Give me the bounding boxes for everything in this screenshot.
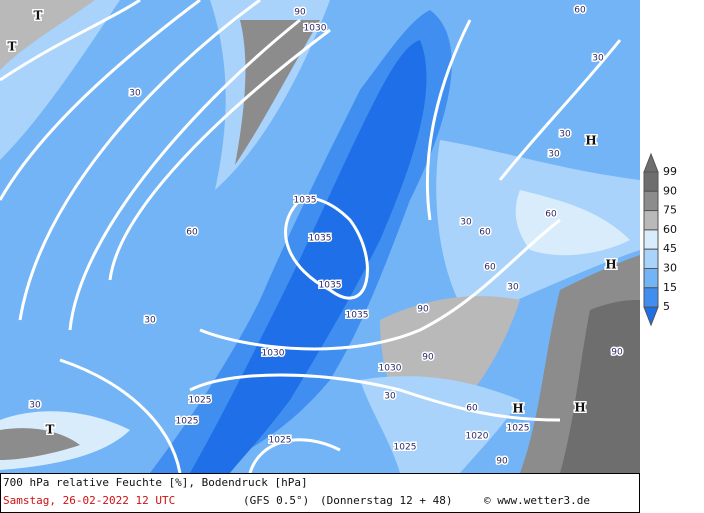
- legend-label: 90: [663, 184, 677, 197]
- contour-label: 1030: [304, 24, 327, 34]
- contour-label: 30: [507, 283, 519, 293]
- contour-label: 30: [384, 392, 396, 402]
- legend-label: 60: [663, 223, 677, 236]
- contour-label: 1025: [176, 417, 199, 427]
- contour-label: 90: [496, 457, 508, 467]
- contour-label: 1025: [507, 424, 530, 434]
- humidity-area: [560, 300, 640, 473]
- contour-label: 1030: [379, 364, 402, 374]
- pressure-center: H: [574, 401, 585, 415]
- footer-model: (GFS 0.5°): [243, 494, 309, 507]
- contour-label: 1020: [466, 432, 489, 442]
- legend-label: 5: [663, 300, 670, 313]
- contour-label: 30: [144, 316, 156, 326]
- contour-label: 1035: [346, 311, 369, 321]
- isobar: [0, 0, 141, 82]
- contour-label: 30: [548, 150, 560, 160]
- contour-label: 1035: [309, 234, 332, 244]
- contour-label: 90: [417, 305, 429, 315]
- footer-title: 700 hPa relative Feuchte [%], Bodendruck…: [3, 476, 308, 489]
- contour-label: 30: [460, 218, 472, 228]
- footer-credit: © www.wetter3.de: [484, 494, 590, 507]
- pressure-center: T: [34, 9, 43, 23]
- legend-swatch: [643, 210, 659, 231]
- map: [0, 0, 640, 474]
- contour-label: 90: [422, 353, 434, 363]
- isobars: [0, 0, 622, 474]
- contour-label: 1025: [189, 396, 212, 406]
- isobar: [498, 39, 622, 181]
- contour-label: 60: [545, 210, 557, 220]
- pressure-center: T: [46, 423, 55, 437]
- isobar: [18, 0, 261, 321]
- humidity-area: [190, 40, 427, 473]
- contour-label: 1025: [269, 436, 292, 446]
- contour-label: 1035: [294, 196, 317, 206]
- isobar: [199, 218, 561, 351]
- isobar: [284, 196, 369, 300]
- pressure-center: H: [512, 402, 523, 416]
- contour-label: 1030: [262, 349, 285, 359]
- isobar: [248, 438, 341, 474]
- legend-label: 99: [663, 165, 677, 178]
- pressure-center: T: [8, 40, 17, 54]
- pressure-center: H: [605, 258, 616, 272]
- legend: 99 90 75 60 45 30 15 5: [643, 152, 677, 327]
- legend-label: 30: [663, 262, 677, 275]
- contour-label: 60: [484, 263, 496, 273]
- legend-swatch: [643, 248, 659, 269]
- contour-label: 1025: [394, 443, 417, 453]
- contour-label: 90: [611, 348, 623, 358]
- legend-arrow-down: [643, 306, 659, 327]
- footer-date: Samstag, 26-02-2022 12 UTC: [3, 494, 175, 507]
- legend-swatch: [643, 171, 659, 192]
- isobar: [189, 373, 561, 422]
- humidity-area: [0, 428, 80, 460]
- contour-label: 90: [294, 8, 306, 18]
- legend-swatch: [643, 287, 659, 308]
- contour-label: 60: [466, 404, 478, 414]
- legend-swatch: [643, 229, 659, 250]
- isobar: [425, 19, 472, 221]
- isobar: [108, 28, 331, 281]
- contour-label: 30: [592, 54, 604, 64]
- legend-arrow-up: [643, 152, 659, 173]
- isobar: [59, 358, 182, 474]
- contour-label: 30: [29, 401, 41, 411]
- footer-forecast: (Donnerstag 12 + 48): [320, 494, 452, 507]
- isobar: [0, 0, 201, 201]
- pressure-center: H: [585, 134, 596, 148]
- map-labels: T T 1030 90 30 H 1035 1035 60 1035 1035 H 30 1030 1030…: [6, 4, 624, 468]
- humidity-area: [360, 376, 520, 473]
- contour-label: 60: [574, 6, 586, 16]
- humidity-area: [0, 0, 95, 70]
- contour-label: 30: [129, 89, 141, 99]
- legend-label: 15: [663, 281, 677, 294]
- isobar: [68, 18, 301, 331]
- contour-label: 30: [559, 130, 571, 140]
- contour-label: 1035: [319, 281, 342, 291]
- legend-label: 75: [663, 204, 677, 217]
- contour-label: 60: [186, 228, 198, 238]
- legend-swatch: [643, 190, 659, 212]
- contour-label: 60: [479, 228, 491, 238]
- legend-swatch: [643, 268, 659, 289]
- footer-box: [0, 473, 640, 513]
- legend-label: 45: [663, 242, 677, 255]
- humidity-area: [515, 190, 630, 256]
